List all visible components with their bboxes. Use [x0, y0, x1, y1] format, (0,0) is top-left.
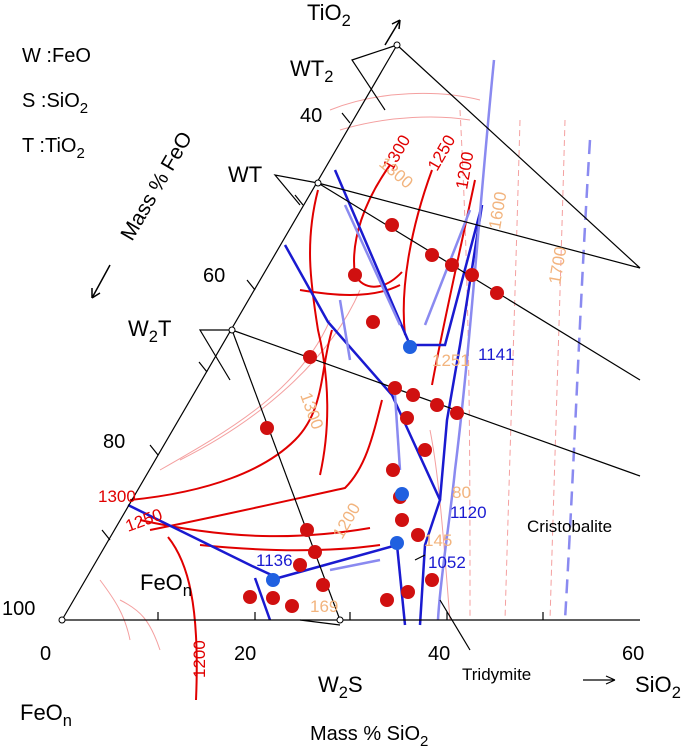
isotherm-label: 1250 [123, 505, 165, 536]
subscript: n [63, 712, 72, 730]
isotherm-label: 1300 [98, 487, 136, 506]
sio2-tick-label: 60 [622, 643, 644, 665]
phase-boundaries [127, 169, 484, 626]
isotherm-label: 1250 [424, 132, 459, 174]
isotherm-label: 1200 [190, 640, 209, 678]
feon-phase: FeOn [140, 570, 192, 600]
isotherm-label: 1200 [329, 500, 364, 542]
text-part: W :FeO [22, 45, 91, 67]
text-part: WT [290, 56, 324, 81]
w2s: W2S [318, 672, 363, 702]
text-part: S [348, 672, 363, 697]
curves [58, 19, 641, 701]
eutectic-label: 1052 [428, 553, 466, 572]
phase-label: Tridymite [462, 665, 531, 684]
compound-points [58, 41, 401, 624]
phase-label: Cristobalite [527, 517, 612, 536]
text-part: FeO [140, 570, 183, 595]
text-part: WT [228, 162, 262, 187]
text-part: W [318, 672, 339, 697]
subscript: 2 [80, 100, 88, 117]
w2t: W2T [128, 316, 171, 346]
eutectic-label: 1136 [256, 551, 293, 570]
sio2-tick-label: 0 [40, 643, 51, 665]
subscript: 2 [324, 68, 333, 86]
text-part: Mass % FeO [116, 128, 197, 245]
subscript: 2 [339, 684, 348, 702]
red-dots [243, 218, 504, 613]
tio2-apex: TiO2 [307, 0, 351, 30]
text-part: FeO [20, 700, 63, 725]
isotherm-label: 169 [310, 597, 338, 616]
isotherm-label: 1300 [375, 154, 416, 193]
text-part: T :TiO [22, 135, 76, 157]
isotherm-label: 1600 [485, 190, 510, 231]
feon-corner: FeOn [20, 700, 72, 730]
feo-axis-label: Mass % FeO [116, 128, 197, 245]
subscript: n [183, 582, 192, 600]
feo-tick-label: 40 [300, 105, 322, 127]
subscript: 2 [672, 684, 681, 702]
feo-tick-label: 60 [203, 265, 225, 287]
text-part: SiO [635, 672, 672, 697]
text-part: W [128, 316, 149, 341]
legend-entry: T :TiO2 [22, 135, 85, 162]
subscript: 2 [149, 328, 158, 346]
sio2-tick-label: 40 [428, 643, 450, 665]
tie-lines [61, 19, 641, 685]
sio2-tick-label: 20 [234, 643, 256, 665]
feo-tick-label: 80 [103, 431, 125, 453]
wt2: WT2 [290, 56, 333, 86]
eutectic-label: 1141 [478, 345, 515, 364]
feo-tick-label: 100 [2, 598, 35, 620]
subscript: 2 [342, 12, 351, 30]
subscript: 2 [420, 733, 428, 750]
blue-dots [266, 340, 417, 587]
text-part: S :SiO [22, 90, 80, 112]
isotherm-label: 1251 [432, 351, 470, 370]
legend-entry: S :SiO2 [22, 90, 88, 117]
text-part: TiO [307, 0, 342, 25]
text-part: T [158, 316, 171, 341]
isotherm-label: 1700 [545, 245, 570, 286]
sio2-axis-label: Mass % SiO2 [310, 723, 428, 750]
eutectic-label: 1120 [450, 503, 487, 522]
isotherm-label: 1300 [296, 390, 327, 432]
text-part: Mass % SiO [310, 723, 420, 745]
isotherm-label: 145 [424, 531, 452, 550]
legend-entry: W :FeO [22, 45, 91, 67]
isotherm-label: 80 [452, 483, 471, 502]
subscript: 2 [76, 145, 84, 162]
wt: WT [228, 162, 262, 187]
sio2-corner: SiO2 [635, 672, 681, 702]
